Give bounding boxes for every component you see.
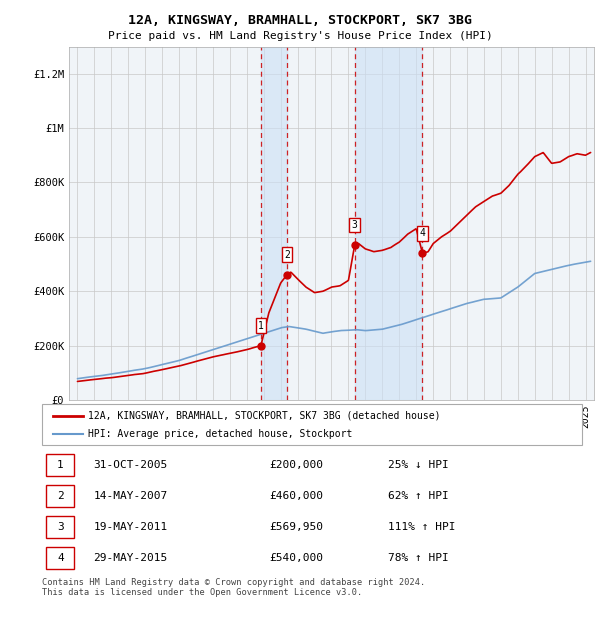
Text: 62% ↑ HPI: 62% ↑ HPI [388, 491, 448, 501]
Text: 29-MAY-2015: 29-MAY-2015 [94, 553, 167, 563]
Text: 1: 1 [57, 460, 64, 470]
Text: £569,950: £569,950 [269, 522, 323, 532]
Text: 19-MAY-2011: 19-MAY-2011 [94, 522, 167, 532]
Text: 12A, KINGSWAY, BRAMHALL, STOCKPORT, SK7 3BG (detached house): 12A, KINGSWAY, BRAMHALL, STOCKPORT, SK7 … [88, 410, 440, 420]
Bar [46, 516, 74, 538]
Bar [261, 46, 287, 400]
Bar [46, 547, 74, 569]
Text: 2: 2 [284, 250, 290, 260]
Bar [46, 454, 74, 476]
Text: 3: 3 [352, 220, 358, 230]
Text: 25% ↓ HPI: 25% ↓ HPI [388, 460, 448, 470]
Text: 3: 3 [57, 522, 64, 532]
Text: 2: 2 [57, 491, 64, 501]
Bar [355, 46, 422, 400]
Text: Price paid vs. HM Land Registry's House Price Index (HPI): Price paid vs. HM Land Registry's House … [107, 31, 493, 41]
Text: £540,000: £540,000 [269, 553, 323, 563]
Text: 31-OCT-2005: 31-OCT-2005 [94, 460, 167, 470]
Text: £200,000: £200,000 [269, 460, 323, 470]
Bar [46, 485, 74, 507]
Text: Contains HM Land Registry data © Crown copyright and database right 2024.
This d: Contains HM Land Registry data © Crown c… [42, 578, 425, 597]
Text: 12A, KINGSWAY, BRAMHALL, STOCKPORT, SK7 3BG: 12A, KINGSWAY, BRAMHALL, STOCKPORT, SK7 … [128, 14, 472, 27]
Text: 78% ↑ HPI: 78% ↑ HPI [388, 553, 448, 563]
Text: 1: 1 [258, 321, 264, 330]
Text: 4: 4 [57, 553, 64, 563]
Text: 111% ↑ HPI: 111% ↑ HPI [388, 522, 455, 532]
Text: HPI: Average price, detached house, Stockport: HPI: Average price, detached house, Stoc… [88, 430, 352, 440]
Text: £460,000: £460,000 [269, 491, 323, 501]
Text: 14-MAY-2007: 14-MAY-2007 [94, 491, 167, 501]
Text: 4: 4 [419, 228, 425, 238]
